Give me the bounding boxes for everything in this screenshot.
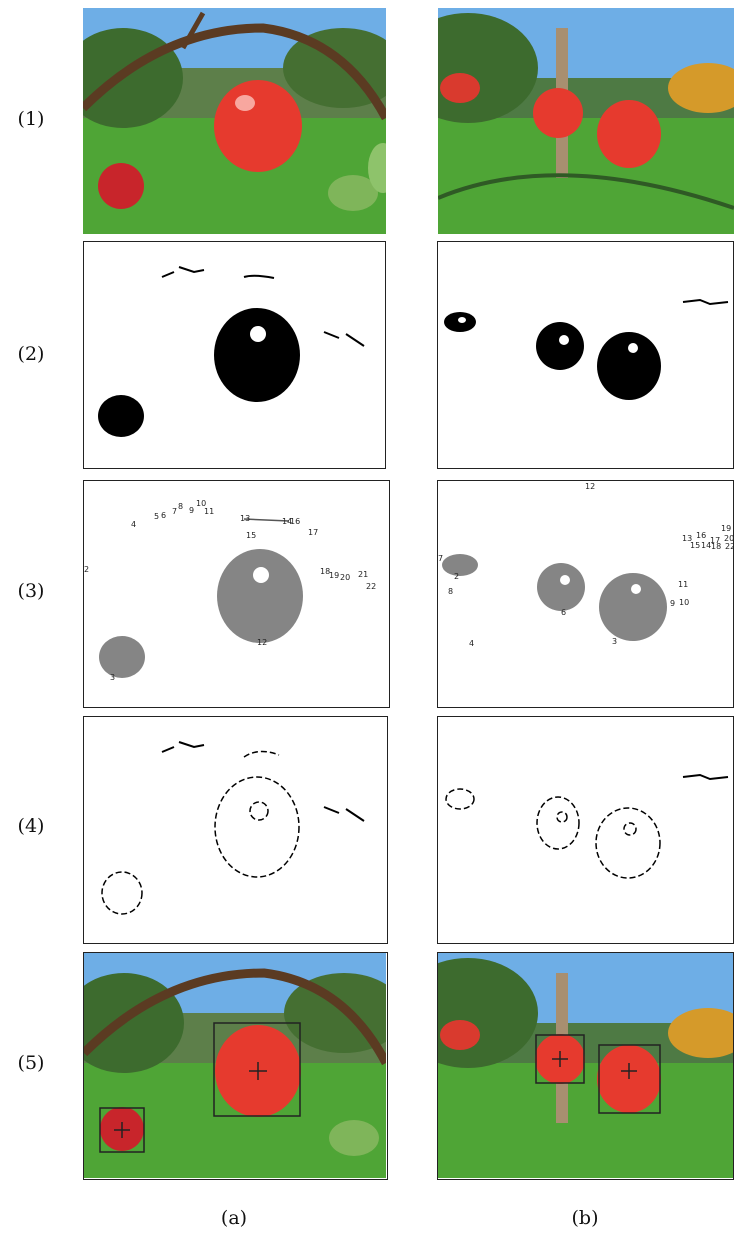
edges-a — [83, 716, 388, 944]
label-b-9: 12 — [585, 482, 595, 491]
label-b-12: 17 — [710, 536, 720, 545]
row-label-1: (1) — [17, 108, 45, 130]
label-a-1: 5 — [154, 512, 159, 521]
label-a-13: 12 — [257, 638, 267, 647]
label-a-9: 14 — [282, 517, 292, 526]
detection-a — [83, 952, 388, 1180]
binary-b — [437, 241, 734, 469]
label-b-5: 3 — [612, 637, 617, 646]
photo-b — [438, 8, 734, 234]
label-b-0: 7 — [438, 554, 443, 563]
label-b-7: 10 — [679, 598, 689, 607]
label-a-2: 6 — [161, 511, 166, 520]
column-label-a: (a) — [220, 1207, 248, 1229]
label-b-15: 18 — [711, 542, 721, 551]
label-b-3: 4 — [469, 639, 474, 648]
binary-a — [83, 241, 386, 469]
label-a-5: 9 — [189, 506, 194, 515]
label-b-1: 2 — [454, 572, 459, 581]
label-b-11: 16 — [696, 531, 706, 540]
row-label-2: (2) — [17, 343, 45, 365]
row-label-5: (5) — [17, 1052, 45, 1074]
label-a-19: 3 — [110, 673, 115, 682]
label-a-0: 4 — [131, 520, 136, 529]
row-label-3: (3) — [17, 580, 45, 602]
label-a-17: 21 — [358, 570, 368, 579]
label-a-16: 20 — [340, 573, 350, 582]
labeled-a: 4 5 6 7 8 9 10 11 13 14 15 16 17 12 18 1… — [83, 480, 390, 708]
label-a-6: 10 — [196, 499, 206, 508]
row-label-4: (4) — [17, 815, 45, 837]
label-a-3: 7 — [172, 507, 177, 516]
label-a-15: 19 — [329, 571, 339, 580]
label-a-18: 22 — [366, 582, 376, 591]
label-a-20: 2 — [84, 565, 89, 574]
label-b-18: 22 — [725, 542, 734, 551]
label-a-7: 11 — [204, 507, 214, 516]
label-a-4: 8 — [178, 502, 183, 511]
edges-b — [437, 716, 734, 944]
label-b-16: 19 — [721, 524, 731, 533]
label-a-14: 18 — [320, 567, 330, 576]
photo-a — [83, 8, 386, 234]
label-a-10: 15 — [246, 531, 256, 540]
label-b-8: 11 — [678, 580, 688, 589]
label-b-14: 14 — [701, 541, 711, 550]
column-label-b: (b) — [571, 1207, 599, 1229]
label-b-2: 8 — [448, 587, 453, 596]
label-b-17: 20 — [724, 534, 734, 543]
label-b-10: 13 — [682, 534, 692, 543]
label-b-13: 15 — [690, 541, 700, 550]
label-a-8: 13 — [240, 514, 250, 523]
label-a-12: 17 — [308, 528, 318, 537]
labeled-b: 7 2 8 4 6 3 9 10 11 12 13 16 17 15 14 18… — [437, 480, 734, 708]
label-b-4: 6 — [561, 608, 566, 617]
label-a-11: 16 — [290, 517, 300, 526]
label-b-6: 9 — [670, 599, 675, 608]
detection-b — [437, 952, 734, 1180]
